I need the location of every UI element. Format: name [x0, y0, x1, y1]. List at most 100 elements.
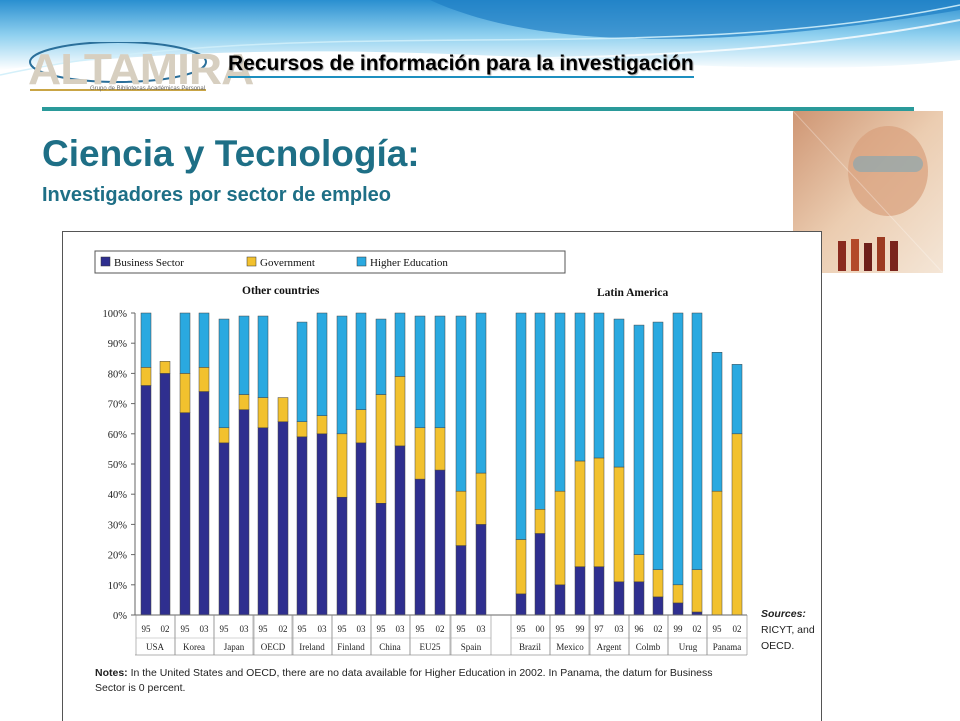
- chart-sources: Sources: RICYT, and OECD.: [761, 606, 821, 654]
- chart-notes: Notes: In the United States and OECD, th…: [95, 666, 715, 696]
- bar-segment: [515, 539, 527, 595]
- bar-segment: [198, 312, 210, 368]
- x-year-label: 03: [240, 624, 250, 634]
- legend-label: Higher Education: [370, 257, 448, 269]
- bar-segment: [515, 312, 527, 540]
- x-year-label: 03: [477, 624, 487, 634]
- x-year-label: 03: [615, 624, 625, 634]
- y-axis: 0% 10% 20% 30% 40% 50% 60% 70% 80% 90% 100%: [103, 309, 136, 622]
- slide-subtitle: Investigadores por sector de empleo: [42, 184, 391, 206]
- bar-segment: [554, 312, 566, 492]
- bar-segment: [554, 584, 566, 616]
- bar-segment: [179, 412, 191, 616]
- logo-swoosh-icon: [29, 42, 207, 91]
- bar-segment: [296, 436, 308, 616]
- bar-segment: [455, 315, 467, 492]
- x-group-label: OECD: [261, 642, 286, 652]
- bar-segment: [593, 312, 605, 459]
- x-year-label: 96: [635, 624, 645, 634]
- bar-segment: [257, 315, 269, 398]
- x-year-label: 03: [200, 624, 210, 634]
- bar-segment: [296, 321, 308, 422]
- bar-segment: [672, 602, 684, 616]
- bar-segment: [652, 596, 664, 616]
- x-group-label: Finland: [337, 642, 365, 652]
- bar-segment: [691, 569, 703, 613]
- bar-segment: [633, 554, 645, 583]
- x-group-label: Mexico: [556, 642, 584, 652]
- bar-segment: [179, 373, 191, 413]
- bar-segment: [434, 469, 446, 616]
- bar-segment: [140, 312, 152, 368]
- x-year-label: 95: [416, 624, 426, 634]
- bar-segment: [355, 409, 367, 444]
- x-group-label: EU25: [420, 642, 441, 652]
- x-year-label: 95: [142, 624, 152, 634]
- x-year-label: 95: [517, 624, 527, 634]
- y-tick-label: 90%: [108, 339, 128, 350]
- x-year-label: 97: [595, 624, 605, 634]
- bar-segment: [218, 318, 230, 429]
- bar-segment: [336, 496, 348, 616]
- bar-segment: [554, 490, 566, 586]
- chart-frame: Business Sector Government Higher Educatio…: [62, 231, 822, 721]
- y-tick-label: 0%: [113, 611, 127, 622]
- bar-segment: [277, 421, 289, 616]
- bar-segment: [179, 312, 191, 374]
- x-year-label: 03: [357, 624, 367, 634]
- logo-text: ALTAMIRA: [28, 44, 254, 94]
- x-axis-labels: 95 02 USA 95 03 Korea 95 03 Japan 95 02 OECD 95 03 Ire…: [135, 614, 748, 656]
- y-tick-label: 50%: [108, 460, 128, 471]
- bar-segment: [434, 427, 446, 471]
- bar-segment: [711, 352, 723, 492]
- x-year-label: 95: [338, 624, 348, 634]
- x-year-label: 00: [536, 624, 546, 634]
- header-title: Recursos de información para la investig…: [228, 52, 694, 78]
- bar-segment: [534, 509, 546, 534]
- bar-segment: [455, 490, 467, 546]
- y-tick-label: 40%: [108, 490, 128, 501]
- legend-swatch: [100, 256, 111, 267]
- bar-segment: [198, 391, 210, 616]
- researcher-photo: [793, 111, 943, 273]
- slide-title: Ciencia y Tecnología:: [42, 133, 420, 174]
- bar-segment: [394, 376, 406, 447]
- y-tick-label: 70%: [108, 400, 128, 411]
- bar-segment: [475, 524, 487, 616]
- bar-segment: [316, 433, 328, 616]
- x-group-label: Japan: [224, 642, 245, 652]
- bar-segment: [336, 433, 348, 498]
- x-group-label: Colmb: [636, 642, 661, 652]
- bar-segment: [672, 584, 684, 604]
- bar-segment: [434, 315, 446, 429]
- bar-segment: [296, 421, 308, 438]
- y-tick-label: 100%: [103, 309, 128, 320]
- bar-segment: [414, 315, 426, 429]
- bar-segment: [375, 394, 387, 504]
- bar-segment: [375, 318, 387, 395]
- x-year-label: 95: [457, 624, 467, 634]
- bar-segment: [534, 533, 546, 616]
- bar-segment: [652, 321, 664, 570]
- x-year-label: 03: [318, 624, 328, 634]
- bar-segment: [414, 478, 426, 616]
- bar-segment: [613, 318, 625, 468]
- x-group-label: Urug: [679, 642, 698, 652]
- bar-segment: [394, 445, 406, 616]
- x-year-label: 02: [693, 624, 702, 634]
- bar-segment: [238, 409, 250, 616]
- bar-segment: [140, 367, 152, 386]
- x-year-label: 02: [436, 624, 445, 634]
- x-group-label: Brazil: [519, 642, 541, 652]
- bar-segment: [218, 427, 230, 444]
- x-year-label: 02: [279, 624, 288, 634]
- bar-segment: [593, 457, 605, 567]
- bar-segment: [515, 593, 527, 616]
- bar-segment: [198, 367, 210, 392]
- bar-segment: [140, 385, 152, 616]
- x-group-label: China: [379, 642, 401, 652]
- bar-segment: [455, 545, 467, 616]
- bar-segment: [218, 442, 230, 616]
- x-year-label: 95: [713, 624, 723, 634]
